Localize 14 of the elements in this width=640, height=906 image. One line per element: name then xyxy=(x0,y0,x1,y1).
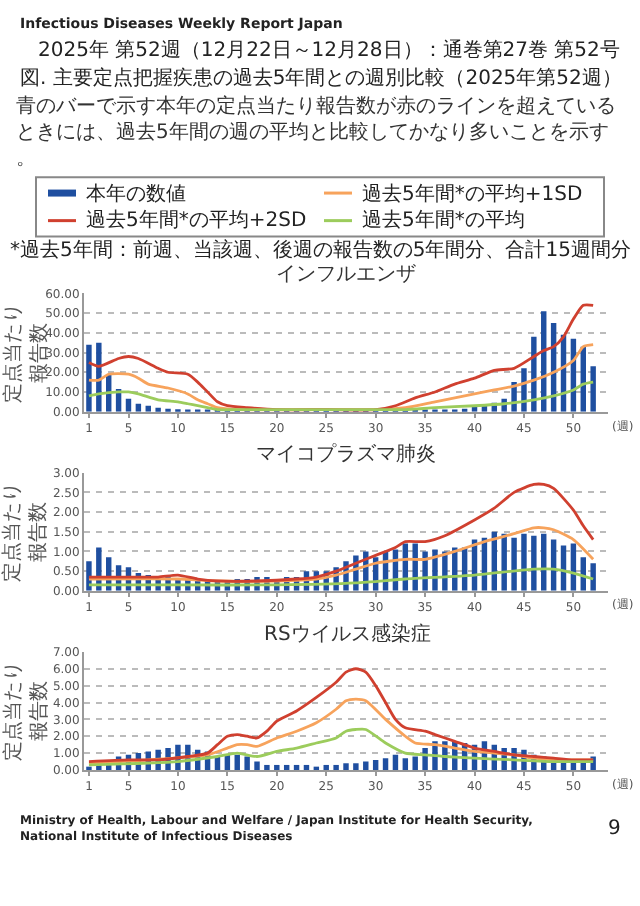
legend-label: 過去5年間*の平均+1SD xyxy=(362,182,583,206)
chart-title: RSウイルス感染症 xyxy=(264,622,431,646)
chart-subtitle: 青のバーで示す本年の定点当たり報告数が赤のラインを超えているときには、過去5年間の週の平均と比較してかなり多いことを示す。 xyxy=(16,94,616,170)
legend-label: 過去5年間*の平均 xyxy=(362,208,525,232)
chart-title: マイコプラズマ肺炎 xyxy=(256,442,436,466)
chart-title: インフルエンザ xyxy=(276,264,416,286)
text: 2025年 第52週（12月22日～12月28日）：通巻第27巻 第52号 xyxy=(38,38,620,62)
text: 9 xyxy=(608,818,621,840)
legend-label: 過去5年間*の平均+2SD xyxy=(86,208,307,232)
legend-label: 本年の数値 xyxy=(86,182,186,206)
text: *過去5年間：前週、当該週、後週の報告数の5年間分、合計15週間分 xyxy=(10,238,631,262)
y-axis-title: 定点当たり報告数 xyxy=(1,660,52,761)
text: 図. 主要定点把握疾患の過去5年間との週別比較（2025年第52週） xyxy=(20,66,622,90)
y-axis-title: 定点当たり報告数 xyxy=(0,481,51,582)
